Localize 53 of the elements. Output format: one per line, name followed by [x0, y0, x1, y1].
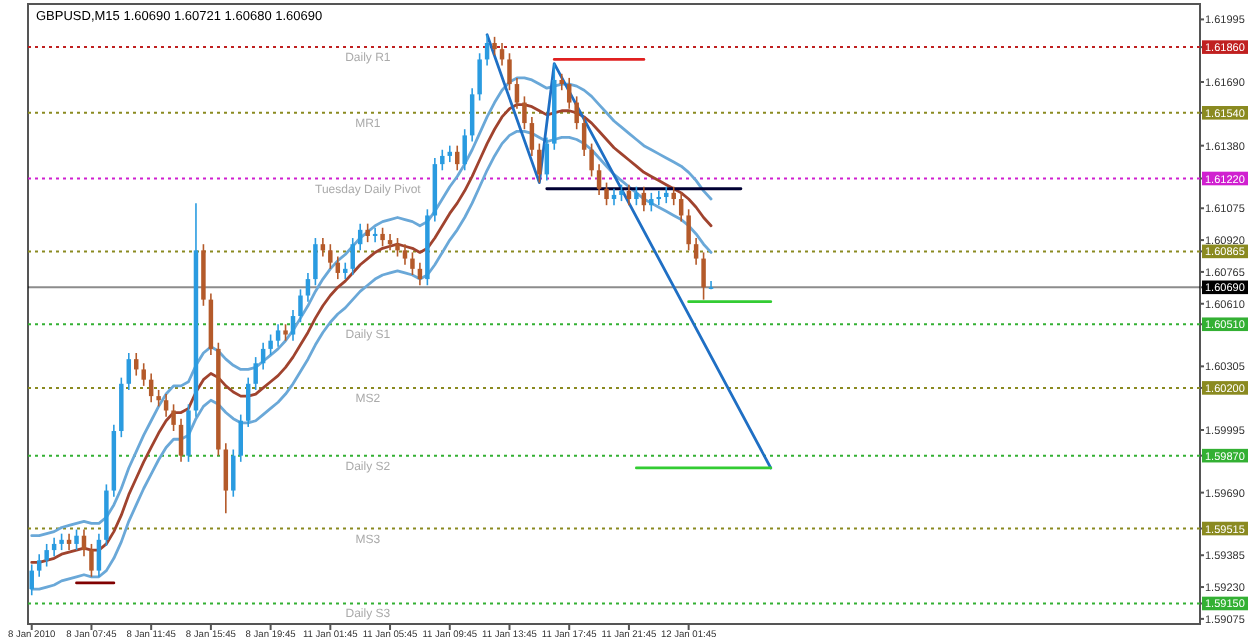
candlestick [141, 362, 146, 387]
candlestick [649, 192, 654, 213]
candlestick [693, 237, 699, 266]
candlestick [305, 272, 311, 303]
candlestick [708, 280, 714, 291]
candlestick [126, 352, 132, 391]
candlestick [566, 77, 572, 110]
candlestick [596, 163, 602, 196]
candlestick [238, 413, 243, 463]
candlestick [186, 403, 191, 463]
candlestick [44, 543, 49, 568]
candlestick [119, 376, 124, 438]
candlestick [290, 309, 296, 342]
candlestick [350, 237, 355, 276]
candlestick [604, 181, 609, 206]
candlestick [74, 528, 79, 551]
candlestick [537, 142, 542, 184]
candlestick [701, 251, 706, 301]
candlestick [671, 185, 676, 206]
candlestick [171, 403, 176, 432]
candlestick [574, 95, 579, 131]
candlestick [589, 142, 594, 178]
candlestick [634, 185, 639, 206]
candlestick [231, 448, 236, 498]
candlestick [313, 237, 318, 287]
candlestick [298, 288, 303, 324]
candlestick [253, 356, 258, 391]
candlestick [440, 148, 445, 172]
candlestick [328, 243, 333, 270]
candlestick [477, 52, 482, 102]
candlestick [178, 417, 184, 463]
candlestick [29, 563, 34, 597]
candlestick [395, 237, 400, 258]
candlestick [522, 95, 527, 131]
candlestick [462, 128, 467, 172]
candlestick [410, 251, 415, 276]
candlestick [268, 333, 273, 356]
line-series [485, 33, 773, 470]
candlestick [581, 116, 587, 157]
candlestick [529, 116, 535, 157]
candlestick [223, 442, 229, 514]
candlestick [343, 261, 348, 280]
candlestick [36, 553, 42, 578]
candlestick [492, 36, 497, 57]
candlestick [365, 222, 370, 243]
candlestick [96, 532, 102, 578]
candlestick [275, 323, 281, 348]
candlestick [402, 243, 408, 266]
candlestick [507, 52, 512, 92]
candlestick [514, 77, 520, 110]
candlestick [380, 226, 385, 248]
candlestick [89, 543, 94, 578]
candlestick [686, 208, 691, 252]
